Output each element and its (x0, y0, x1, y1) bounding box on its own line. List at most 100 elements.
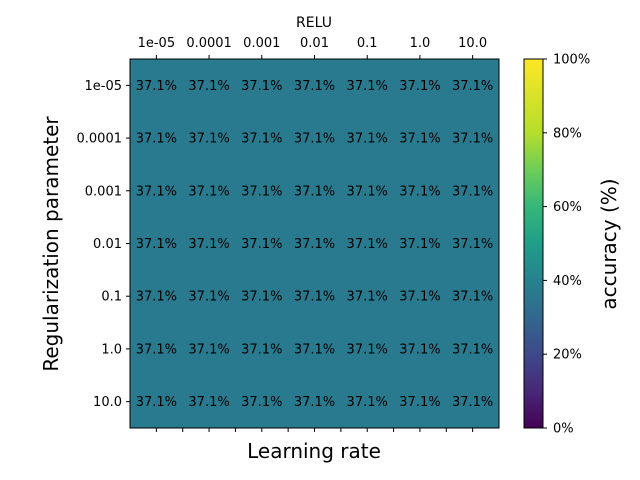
cell-value-label: 37.1% (241, 342, 282, 357)
x-tick-label: 10.0 (458, 36, 487, 51)
y-tick-label: 0.01 (93, 237, 122, 252)
y-tick-label: 1.0 (101, 342, 122, 357)
cell-value-label: 37.1% (399, 342, 440, 357)
colorbar (523, 58, 544, 429)
cell-value-label: 37.1% (136, 290, 177, 305)
cell-value-label: 37.1% (136, 395, 177, 410)
colorbar-label: accuracy (%) (597, 178, 621, 309)
heatmap-cell (340, 322, 395, 376)
heatmap-cell (288, 111, 342, 165)
colorbar-tick-label: 100% (553, 53, 590, 68)
cell-value-label: 37.1% (241, 184, 282, 199)
cell-value-label: 37.1% (452, 132, 493, 147)
heatmap-cell-labels: 37.1% 37.1% 37.1% 37.1% 37.1% 37.1% 37.1% 37.1%… (136, 79, 494, 410)
heatmap-cell (446, 375, 500, 429)
x-tick-label: 0.1 (357, 36, 378, 51)
colorbar-tick-label: 40% (553, 274, 582, 289)
heatmap-cell (393, 269, 447, 324)
y-tick-label: 0.1 (101, 290, 122, 305)
x-axis-label: Learning rate (247, 439, 381, 463)
heatmap-cell (235, 375, 289, 429)
heatmap-cell (130, 164, 184, 218)
cell-value-label: 37.1% (188, 79, 229, 94)
colorbar-tick-label: 80% (553, 126, 582, 141)
cell-value-label: 37.1% (294, 342, 335, 357)
cell-value-label: 37.1% (136, 132, 177, 147)
heatmap-cell (235, 217, 289, 271)
cell-value-label: 37.1% (294, 132, 335, 147)
y-tick-label: 0.001 (85, 184, 122, 199)
heatmap-cell (182, 59, 236, 113)
cell-value-label: 37.1% (241, 395, 282, 410)
cell-value-label: 37.1% (452, 395, 493, 410)
heatmap-cell (235, 111, 289, 165)
cell-value-label: 37.1% (452, 290, 493, 305)
heatmap-cell (130, 269, 184, 324)
cell-value-label: 37.1% (136, 237, 177, 252)
heatmap-cell (130, 59, 184, 113)
heatmap-cell (182, 375, 236, 429)
y-axis-label: Regularization parameter (39, 116, 63, 372)
heatmap-cell (235, 322, 289, 376)
cell-value-label: 37.1% (452, 237, 493, 252)
heatmap-cell (182, 111, 236, 165)
y-tick-label: 10.0 (93, 395, 122, 410)
cell-value-label: 37.1% (188, 342, 229, 357)
y-tick-label: 0.0001 (77, 132, 123, 147)
colorbar-tick-label: 20% (553, 348, 582, 363)
cell-value-label: 37.1% (188, 395, 229, 410)
heatmap-cell (182, 269, 236, 324)
heatmap-cell (288, 59, 342, 113)
heatmap-cell (393, 322, 447, 376)
heatmap-cell (446, 164, 500, 218)
cell-value-label: 37.1% (241, 237, 282, 252)
y-tick-labels: 1e-05 0.0001 0.001 0.01 0.1 1.0 10.0 (77, 79, 130, 410)
heatmap-cell (235, 269, 289, 324)
heatmap-cell (446, 322, 500, 376)
cell-value-label: 37.1% (294, 237, 335, 252)
chart-title: RELU (296, 15, 332, 31)
cell-value-label: 37.1% (399, 395, 440, 410)
x-tick-label: 1.0 (410, 36, 431, 51)
cell-value-label: 37.1% (452, 342, 493, 357)
colorbar-tick-label: 60% (553, 200, 582, 215)
heatmap-cell (235, 59, 289, 113)
heatmap-cell (340, 375, 395, 429)
colorbar-tick-label: 0% (553, 422, 574, 437)
heatmap-cell (393, 111, 447, 165)
cell-value-label: 37.1% (241, 132, 282, 147)
y-tick-label: 1e-05 (84, 79, 122, 94)
cell-value-label: 37.1% (399, 184, 440, 199)
heatmap-cell (182, 322, 236, 376)
heatmap-cell (340, 269, 395, 324)
heatmap-cell (288, 217, 342, 271)
cell-value-label: 37.1% (294, 290, 335, 305)
heatmap-cell (446, 269, 500, 324)
cell-value-label: 37.1% (294, 395, 335, 410)
x-bottom-tick-marks (155, 428, 474, 432)
x-tick-label: 0.01 (300, 36, 329, 51)
cell-value-label: 37.1% (399, 132, 440, 147)
cell-value-label: 37.1% (136, 342, 177, 357)
cell-value-label: 37.1% (241, 79, 282, 94)
cell-value-label: 37.1% (188, 184, 229, 199)
heatmap-cell (130, 111, 184, 165)
heatmap-cell (340, 164, 395, 218)
heatmap-cell (288, 269, 342, 324)
heatmap-cell (446, 217, 500, 271)
x-tick-label: 1e-05 (138, 36, 176, 51)
cell-value-label: 37.1% (452, 184, 493, 199)
x-tick-labels: 1e-05 0.0001 0.001 0.01 0.1 1.0 10.0 (138, 36, 487, 59)
cell-value-label: 37.1% (399, 290, 440, 305)
cell-value-label: 37.1% (241, 290, 282, 305)
cell-value-label: 37.1% (347, 290, 388, 305)
heatmap-cell (288, 164, 342, 218)
heatmap-cell (130, 322, 184, 376)
heatmap-cell (130, 217, 184, 271)
heatmap-cell (446, 111, 500, 165)
heatmap-cell (288, 375, 342, 429)
cell-value-label: 37.1% (136, 79, 177, 94)
heatmap-cells (130, 59, 500, 429)
heatmap-cell (393, 59, 447, 113)
